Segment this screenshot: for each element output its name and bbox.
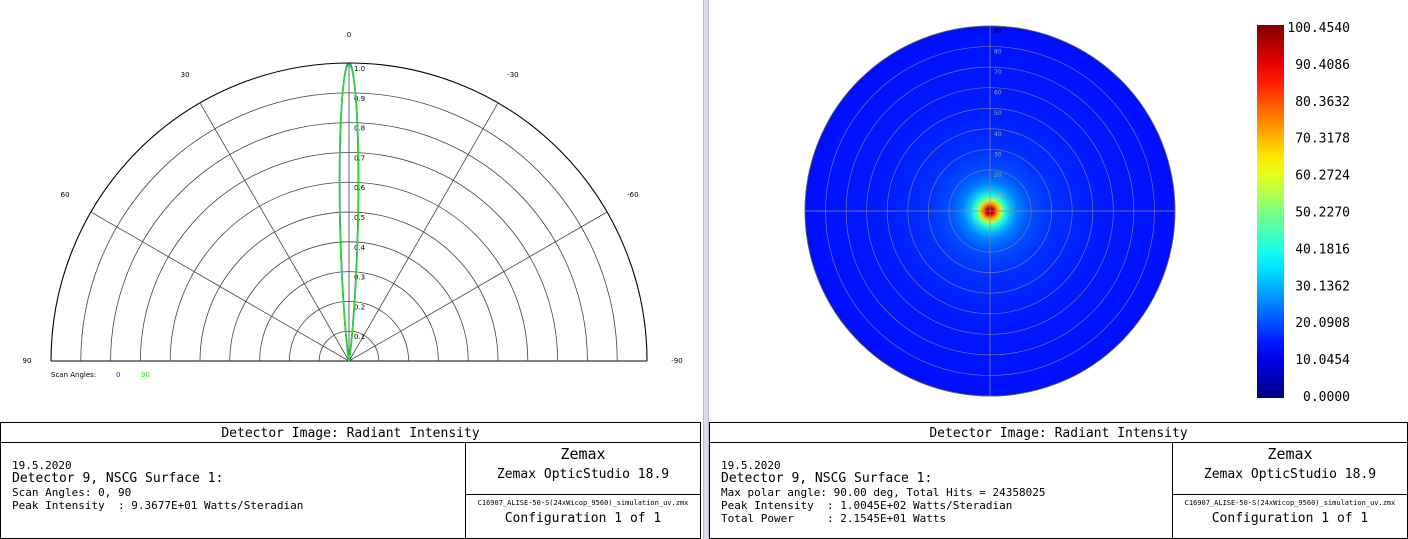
left-info-text: 19.5.2020 Detector 9, NSCG Surface 1: Sc… [12, 459, 303, 512]
angle-tick-label: 60 [61, 191, 70, 199]
left-info-box: Detector Image: Radiant Intensity 19.5.2… [0, 422, 701, 539]
left-file-name: C16907_ALISE-50-S(24xWicop_9560)_simulat… [477, 499, 689, 507]
radial-tick-label: 0.3 [354, 274, 365, 282]
left-brand-product: Zemax OpticStudio 18.9 [496, 467, 670, 482]
colorbar [1257, 25, 1284, 398]
angle-tick-label: 30 [181, 71, 190, 79]
radial-tick-label: 0.2 [354, 303, 365, 311]
ring-tick-label: 90 [994, 28, 1002, 35]
heatmap-panel: 90 80 70 60 50 40 30 20 10 100.4540 90.4086 80.3632… [709, 0, 1408, 539]
right-brand-product: Zemax OpticStudio 18.9 [1203, 467, 1377, 482]
legend-entry-0: 0 [116, 371, 120, 379]
right-info-text: 19.5.2020 Detector 9, NSCG Surface 1: Ma… [721, 459, 1046, 525]
right-brand-box: Zemax Zemax OpticStudio 18.9 C16907_ALIS… [1172, 442, 1407, 538]
polar-spoke [199, 102, 350, 362]
right-file-name: C16907_ALISE-50-S(24xWicop_9560)_simulat… [1184, 499, 1396, 507]
polar-grid [50, 62, 648, 362]
right-brand-bottom: C16907_ALISE-50-S(24xWicop_9560)_simulat… [1173, 495, 1407, 538]
left-brand-top: Zemax Zemax OpticStudio 18.9 [466, 442, 700, 495]
radial-tick-label: 0.1 [354, 333, 365, 341]
right-info-total-power: Total Power : 2.1545E+01 Watts [721, 512, 947, 525]
colorbar-tick-label: 30.1362 [1295, 279, 1350, 294]
radial-tick-label: 0.4 [354, 244, 366, 252]
colorbar-tick-label: 100.4540 [1287, 21, 1350, 36]
left-info-peak-intensity: Peak Intensity : 9.3677E+01 Watts/Sterad… [12, 499, 304, 512]
radial-tick-label: 0.9 [354, 95, 365, 103]
polar-plot-panel: 1.0 0.9 0.8 0.7 0.6 0.5 0.4 0.3 0.2 0.1 0 30 -30 60 -6… [0, 0, 703, 539]
colorbar-tick-label: 50.2270 [1295, 206, 1350, 221]
colorbar-tick-label: 90.4086 [1295, 58, 1350, 73]
left-info-date: 19.5.2020 [12, 459, 72, 472]
left-brand-bottom: C16907_ALISE-50-S(24xWicop_9560)_simulat… [466, 495, 700, 538]
left-info-detector: Detector 9, NSCG Surface 1: [12, 471, 224, 486]
polar-spoke [90, 211, 350, 362]
ring-tick-label: 60 [994, 90, 1002, 97]
scan-angles-legend: Scan Angles: 0 90 [51, 371, 150, 379]
left-info-scan-angles: Scan Angles: 0, 90 [12, 486, 132, 499]
polar-intensity-chart: 1.0 0.9 0.8 0.7 0.6 0.5 0.4 0.3 0.2 0.1 0 30 -30 60 -6… [23, 31, 683, 379]
left-brand-name: Zemax [560, 445, 606, 463]
ring-tick-label: 30 [994, 151, 1002, 158]
colorbar-tick-label: 80.3632 [1295, 95, 1350, 110]
right-info-peak-intensity: Peak Intensity : 1.0045E+02 Watts/Sterad… [721, 499, 1013, 512]
right-configuration: Configuration 1 of 1 [1211, 511, 1369, 526]
right-brand-name: Zemax [1267, 445, 1313, 463]
angle-tick-label: 0 [347, 31, 351, 39]
right-info-box: Detector Image: Radiant Intensity 19.5.2… [709, 422, 1408, 539]
radial-tick-label: 0.5 [354, 214, 365, 222]
radial-tick-label: 1.0 [354, 65, 365, 73]
right-info-date: 19.5.2020 [721, 459, 781, 472]
ring-tick-label: 10 [994, 192, 1002, 199]
ring-tick-label: 50 [994, 110, 1002, 117]
radial-tick-label: 0.8 [354, 125, 365, 133]
radial-tick-label: 0.7 [354, 154, 365, 162]
legend-label: Scan Angles: [51, 371, 96, 379]
colorbar-tick-label: 0.0000 [1303, 390, 1350, 405]
ring-tick-label: 40 [994, 131, 1002, 138]
ring-tick-label: 70 [994, 69, 1002, 76]
right-info-title: Detector Image: Radiant Intensity [710, 423, 1407, 443]
series-line-90 [338, 63, 360, 362]
angle-tick-label: 90 [23, 357, 32, 365]
ring-tick-label: 20 [994, 172, 1002, 179]
radial-tick-label: 0.6 [354, 184, 366, 192]
left-configuration: Configuration 1 of 1 [504, 511, 662, 526]
polar-spoke [348, 211, 608, 362]
ring-tick-label: 80 [994, 49, 1002, 56]
right-info-detector: Detector 9, NSCG Surface 1: [721, 471, 933, 486]
colorbar-tick-label: 60.2724 [1295, 169, 1350, 184]
left-info-title: Detector Image: Radiant Intensity [1, 423, 700, 443]
colorbar-tick-label: 20.0908 [1295, 316, 1350, 331]
left-brand-box: Zemax Zemax OpticStudio 18.9 C16907_ALIS… [465, 442, 700, 538]
legend-entry-90: 90 [141, 371, 150, 379]
right-info-max-polar: Max polar angle: 90.00 deg, Total Hits =… [721, 486, 1046, 499]
angle-tick-label: -30 [507, 71, 518, 79]
polar-spoke [348, 102, 499, 362]
panel-splitter[interactable] [703, 0, 709, 539]
colorbar-tick-label: 70.3178 [1295, 132, 1350, 147]
colorbar-tick-label: 10.0454 [1295, 353, 1350, 368]
polar-heatmap-chart: 90 80 70 60 50 40 30 20 10 100.4540 90.4086 80.3632… [804, 21, 1350, 405]
colorbar-tick-label: 40.1816 [1295, 242, 1350, 257]
heatmap-grid [804, 25, 1176, 397]
right-brand-top: Zemax Zemax OpticStudio 18.9 [1173, 442, 1407, 495]
angle-tick-label: -90 [671, 357, 682, 365]
angle-tick-label: -60 [627, 191, 638, 199]
